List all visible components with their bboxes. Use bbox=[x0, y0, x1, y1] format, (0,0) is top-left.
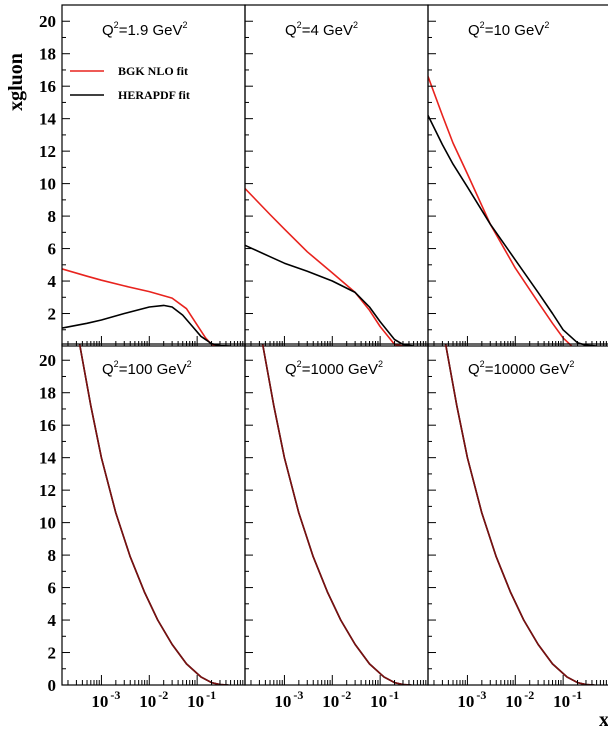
panel: Q2=100 GeV2 0 2 4 6 8 10 12 14 16 18 20 10 -3 10 -2 10 -1 bbox=[39, 343, 246, 711]
y-tick-label: 18 bbox=[39, 384, 56, 403]
y-tick-label: 16 bbox=[39, 77, 56, 96]
x-tick-label: 10 -2 bbox=[322, 688, 351, 711]
y-tick-label: 2 bbox=[48, 305, 57, 324]
y-tick-label: 14 bbox=[39, 110, 57, 129]
panel-frame bbox=[244, 4, 429, 347]
y-tick-label: 6 bbox=[48, 579, 57, 598]
y-tick-label: 4 bbox=[48, 272, 57, 291]
y-tick-label: 8 bbox=[48, 546, 57, 565]
x-tick-label: 10 -3 bbox=[457, 688, 486, 711]
panel: Q2=1000 GeV2 10 -3 10 -2 10 -1 bbox=[244, 343, 429, 711]
y-tick-label: 0 bbox=[48, 676, 57, 695]
x-axis-title: x bbox=[599, 709, 608, 730]
y-tick-label: 14 bbox=[39, 449, 57, 468]
y-tick-label: 2 bbox=[48, 644, 57, 663]
y-tick-label: 12 bbox=[39, 142, 56, 161]
panel: Q2=4 GeV2 bbox=[244, 4, 429, 347]
y-tick-label: 10 bbox=[39, 175, 56, 194]
series-line bbox=[444, 344, 595, 685]
panel: Q2=1.9 GeV2 2 4 6 8 10 12 14 16 18 20 BGK NLO fit HE… bbox=[39, 4, 246, 347]
series-line bbox=[261, 344, 412, 685]
y-tick-label: 8 bbox=[48, 207, 57, 226]
y-tick-label: 20 bbox=[39, 351, 56, 370]
panel-q2-label: Q2=10 GeV2 bbox=[468, 20, 549, 39]
panel-frame bbox=[427, 4, 608, 347]
y-tick-label: 18 bbox=[39, 45, 56, 64]
panel: Q2=10000 GeV2 10 -3 10 -2 10 -1 bbox=[427, 343, 608, 711]
series-line bbox=[78, 344, 229, 685]
panel: Q2=10 GeV2 bbox=[427, 4, 608, 347]
y-tick-label: 10 bbox=[39, 514, 56, 533]
panel-q2-label: Q2=10000 GeV2 bbox=[468, 359, 574, 378]
x-tick-label: 10 -2 bbox=[505, 688, 534, 711]
legend-label: BGK NLO fit bbox=[118, 64, 188, 78]
series-line bbox=[428, 115, 597, 346]
panel-frame bbox=[61, 4, 246, 347]
panel-frame bbox=[427, 343, 608, 686]
panel-q2-label: Q2=1000 GeV2 bbox=[285, 359, 383, 378]
series-line bbox=[62, 268, 221, 346]
x-tick-label: 10 -1 bbox=[553, 688, 582, 711]
series-line bbox=[261, 344, 412, 685]
series-line bbox=[245, 244, 414, 346]
y-tick-label: 12 bbox=[39, 481, 56, 500]
series-line bbox=[444, 344, 595, 685]
y-tick-label: 16 bbox=[39, 416, 56, 435]
panel-q2-label: Q2=1.9 GeV2 bbox=[102, 20, 188, 39]
x-tick-label: 10 -1 bbox=[370, 688, 399, 711]
series-line bbox=[428, 76, 573, 346]
x-tick-label: 10 -2 bbox=[139, 688, 168, 711]
series-line bbox=[62, 304, 231, 346]
x-tick-label: 10 -3 bbox=[274, 688, 303, 711]
legend-label: HERAPDF fit bbox=[118, 88, 190, 102]
series-line bbox=[78, 344, 229, 685]
x-tick-label: 10 -3 bbox=[91, 688, 120, 711]
y-axis-title: xgluon bbox=[5, 53, 27, 111]
x-tick-label: 10 -1 bbox=[187, 688, 216, 711]
panel-q2-label: Q2=4 GeV2 bbox=[285, 20, 358, 39]
y-tick-label: 4 bbox=[48, 611, 57, 630]
y-tick-label: 6 bbox=[48, 240, 57, 259]
y-tick-label: 20 bbox=[39, 12, 56, 31]
panel-q2-label: Q2=100 GeV2 bbox=[102, 359, 192, 378]
series-line bbox=[245, 187, 404, 346]
